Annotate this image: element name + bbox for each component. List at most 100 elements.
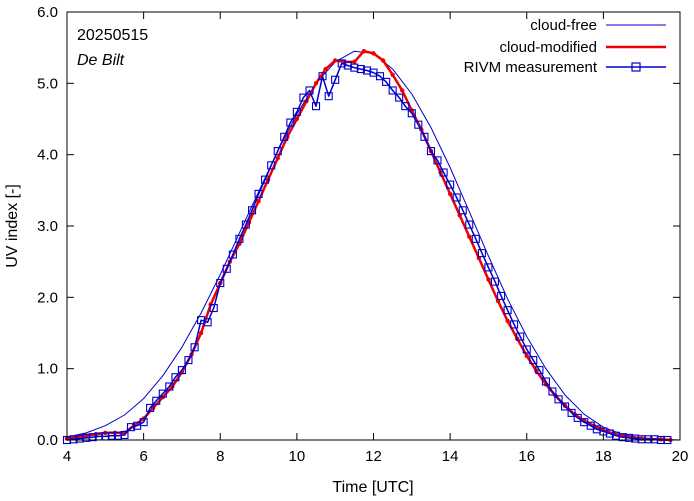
y-tick-label-4: 4.0 [37,147,58,164]
point-rivm-measurement [311,102,321,111]
point-rivm-measurement [152,396,161,405]
series-line-cloud-modified [66,49,671,442]
y-tick-label-6: 6.0 [37,4,58,21]
point-rivm-measurement [146,403,155,412]
point-cloud-modified [486,277,491,282]
point-rivm-measurement [126,423,136,432]
point-rivm-measurement [420,132,429,141]
x-tick-label-8: 8 [216,448,224,465]
point-rivm-measurement [235,234,244,243]
point-rivm-measurement [401,102,410,111]
point-rivm-measurement [484,263,493,272]
point-rivm-measurement [433,156,442,165]
point-cloud-modified [380,58,386,63]
point-rivm-measurement [299,93,308,102]
point-rivm-measurement [510,320,519,329]
point-rivm-measurement [497,291,506,300]
x-axis-title: Time [UTC] [332,479,413,496]
point-rivm-measurement [305,86,314,95]
point-cloud-modified [447,191,453,197]
point-rivm-measurement [414,120,423,129]
point-rivm-measurement [286,118,295,127]
point-rivm-measurement [318,72,327,81]
point-rivm-measurement [624,433,634,442]
point-rivm-measurement [247,206,257,215]
point-cloud-modified [313,81,319,86]
point-rivm-measurement [439,168,448,177]
point-rivm-measurement [388,86,397,95]
point-rivm-measurement [356,65,365,74]
point-rivm-measurement [254,189,263,198]
point-rivm-measurement [88,433,97,442]
point-rivm-measurement [292,107,301,116]
x-tick-label-18: 18 [595,448,612,465]
x-tick-label-10: 10 [289,448,306,465]
point-rivm-measurement [541,377,550,386]
point-cloud-modified [323,66,328,72]
y-tick-label-1: 1.0 [37,361,58,378]
point-rivm-measurement [465,220,474,229]
point-rivm-measurement [177,366,186,375]
point-cloud-modified [400,88,405,93]
point-rivm-measurement [535,366,544,375]
point-rivm-measurement [273,147,282,156]
axis-ticks [66,11,681,441]
point-rivm-measurement [503,306,512,315]
point-rivm-measurement [158,389,167,398]
point-cloud-modified [256,198,261,204]
point-rivm-measurement [644,435,653,444]
point-rivm-measurement [261,175,270,184]
point-rivm-measurement [395,93,404,102]
point-rivm-measurement [69,435,78,444]
legend-label-rivm-measurement: RIVM measurement [464,59,598,76]
point-rivm-measurement [228,250,237,259]
point-rivm-measurement [337,59,346,68]
point-rivm-measurement [222,264,231,273]
point-rivm-measurement [203,318,212,327]
point-cloud-modified [332,58,338,63]
point-cloud-modified [361,49,367,54]
point-rivm-measurement [554,395,563,404]
y-tick-label-5: 5.0 [37,75,58,92]
plot-series-layer [62,49,681,445]
point-rivm-measurement [446,180,455,189]
point-rivm-measurement [267,161,276,170]
point-rivm-measurement [280,132,289,141]
point-rivm-measurement [452,193,461,202]
point-cloud-modified [275,156,280,161]
point-rivm-measurement [139,418,148,427]
point-cloud-modified [505,318,510,324]
legend-marker-rivm-measurement [631,62,641,72]
x-tick-label-14: 14 [442,448,459,465]
point-rivm-measurement [407,109,416,118]
point-cloud-modified [198,330,204,336]
y-tick-label-0: 0.0 [37,432,58,449]
y-tick-label-3: 3.0 [37,218,58,235]
point-rivm-measurement [375,72,385,81]
point-cloud-modified [371,51,376,56]
point-cloud-modified [352,59,357,65]
x-tick-label-12: 12 [365,448,382,465]
point-cloud-modified [294,116,300,122]
axis-tick-labels: 4 6 8 10 12 14 16 18 20 0.0 1.0 2.0 3.0 4.0 5.0 6.0 [37,4,688,465]
point-rivm-measurement [605,429,614,438]
point-cloud-modified [524,353,529,359]
legend-label-cloud-modified: cloud-modified [499,39,597,56]
point-rivm-measurement [382,77,391,86]
point-rivm-measurement [522,345,531,354]
point-rivm-measurement [107,431,116,440]
point-rivm-measurement [171,373,180,382]
point-rivm-measurement [190,343,199,352]
point-rivm-measurement [165,382,174,391]
point-rivm-measurement [216,279,225,288]
x-tick-label-16: 16 [518,448,535,465]
legend: cloud-free cloud-modified RIVM measureme… [464,17,666,76]
date-annotation: 20250515 [77,27,148,44]
point-rivm-measurement [573,413,582,422]
point-cloud-modified [467,234,472,239]
station-annotation: De Bilt [77,52,125,69]
x-tick-label-4: 4 [63,448,71,465]
point-rivm-measurement [458,206,467,215]
series-line-rivm-measurement [66,62,668,441]
point-rivm-measurement [490,277,500,286]
